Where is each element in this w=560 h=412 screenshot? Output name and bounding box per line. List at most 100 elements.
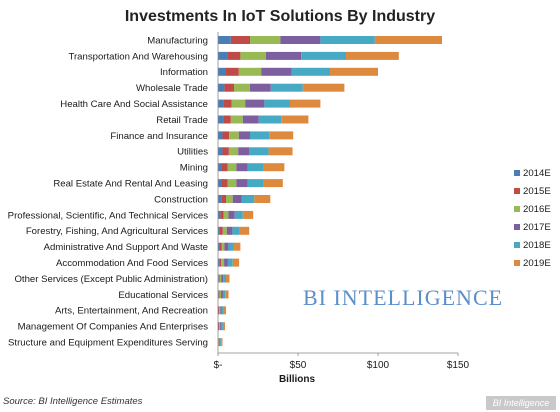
bar-segment [330, 67, 378, 76]
bar-segment [234, 210, 243, 219]
bar-segment [236, 179, 248, 188]
bar-segment [227, 179, 237, 188]
bar-segment [223, 99, 232, 108]
bar-segment [238, 147, 250, 156]
bar-segment [218, 242, 220, 251]
bar-segment [249, 147, 269, 156]
legend-swatch [514, 224, 520, 230]
bars [218, 36, 442, 347]
bar-segment [231, 99, 246, 108]
bar-segment [250, 83, 271, 92]
bar-segment [232, 195, 242, 203]
bar-segment [261, 67, 292, 76]
bar-segment [234, 83, 250, 92]
bar-segment [218, 274, 220, 283]
bar-segment [222, 163, 228, 172]
bar-segment [221, 322, 223, 331]
chart-title: Investments In IoT Solutions By Industry [125, 8, 435, 25]
bar-segment [291, 67, 330, 76]
bar-segment [242, 210, 254, 219]
category-label: Utilities [177, 147, 208, 158]
legend-swatch [514, 242, 520, 248]
bar-segment [230, 115, 243, 124]
x-tick-label: $100 [367, 360, 390, 371]
bar-segment [250, 131, 270, 140]
legend: 2014E 2015E 2016E 2017E 2018E 2019E [514, 168, 551, 269]
bar-segment [223, 115, 231, 124]
bar-segment [218, 290, 220, 299]
bar-segment [218, 338, 220, 347]
bar-segment [236, 163, 248, 172]
bar-segment [281, 115, 309, 124]
bar-segment [268, 147, 293, 156]
bar-segment [219, 274, 222, 283]
bar-segment [219, 322, 221, 331]
x-axis: $- $50 $100 $150 [214, 32, 470, 371]
category-labels: Manufacturing Transportation And Warehous… [8, 35, 209, 348]
bar-segment [320, 36, 375, 44]
legend-label: 2014E [523, 168, 551, 179]
bar-segment [221, 258, 225, 267]
bar-segment [218, 179, 222, 188]
bar-segment [222, 147, 229, 156]
brand-badge: BI Intelligence [486, 396, 556, 410]
category-label: Forestry, Fishing, And Agricultural Serv… [26, 226, 208, 237]
legend-swatch [514, 170, 520, 176]
bar-segment [263, 179, 283, 188]
category-label: Retail Trade [156, 115, 208, 126]
bar-segment [302, 83, 345, 92]
bar-segment [226, 274, 230, 283]
bar-segment [266, 51, 302, 60]
bi-intelligence-watermark: BI INTELLIGENCE [303, 285, 503, 310]
bar-segment [219, 258, 222, 267]
legend-label: 2019E [523, 258, 551, 269]
category-label: Wholesale Trade [136, 83, 208, 94]
bar-segment [218, 306, 220, 315]
bar-segment [258, 115, 282, 124]
bar-segment [221, 242, 225, 251]
legend-swatch [514, 260, 520, 266]
legend-swatch [514, 206, 520, 212]
bar-segment [264, 99, 290, 108]
bar-segment [239, 226, 250, 235]
bar-segment [219, 226, 223, 235]
legend-label: 2015E [523, 186, 551, 197]
legend-swatch [514, 188, 520, 194]
bar-segment [226, 226, 233, 235]
x-tick-label: $150 [447, 360, 470, 371]
bar-segment [240, 51, 266, 60]
bar-segment [222, 290, 226, 299]
source-note: Source: BI Intelligence Estimates [3, 396, 143, 407]
bar-segment [270, 83, 303, 92]
bar-segment [218, 210, 221, 219]
bar-segment [290, 99, 321, 108]
legend-label: 2016E [523, 204, 551, 215]
bar-segment [233, 242, 241, 251]
bar-segment [221, 274, 224, 283]
bar-segment [218, 67, 226, 76]
bar-segment [221, 338, 223, 347]
bar-segment [222, 179, 228, 188]
category-label: Other Services (Except Public Administra… [14, 274, 208, 285]
x-tick-label: $- [214, 360, 223, 371]
category-label: Finance and Insurance [110, 131, 208, 142]
bar-segment [226, 195, 233, 203]
bar-segment [280, 36, 321, 44]
bar-segment [250, 36, 281, 44]
bar-segment [221, 290, 223, 299]
bar-segment [232, 226, 240, 235]
bar-segment [218, 36, 231, 44]
bar-segment [220, 322, 222, 331]
bar-segment [218, 147, 223, 156]
bar-segment [245, 99, 265, 108]
bar-segment [222, 131, 230, 140]
bar-segment [242, 115, 259, 124]
bar-segment [301, 51, 346, 60]
bar-segment [232, 258, 240, 267]
bar-segment [221, 306, 224, 315]
bar-segment [218, 226, 220, 235]
bar-segment [218, 99, 224, 108]
bar-segment [229, 131, 239, 140]
bar-segment [218, 163, 222, 172]
bar-segment [222, 226, 227, 235]
